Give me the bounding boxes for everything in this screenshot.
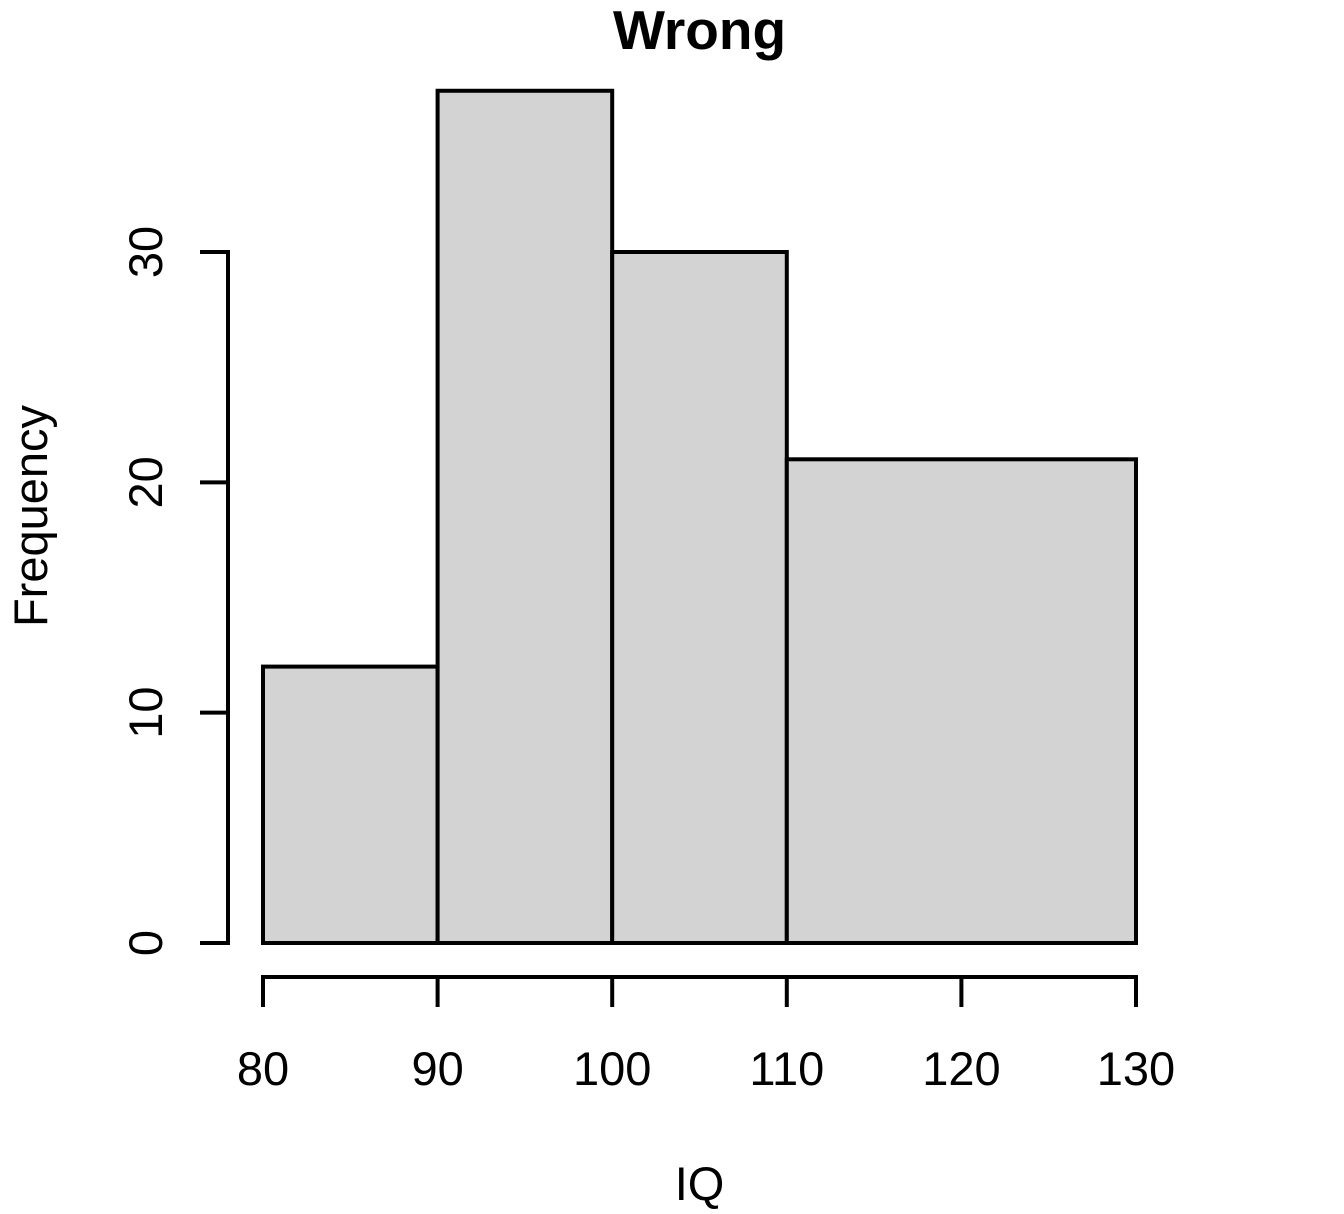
histogram-bar-90-100	[435, 88, 615, 946]
x-tick-label-130: 130	[1097, 1042, 1175, 1095]
x-tick-label-110: 110	[749, 1042, 824, 1095]
y-tick-label-30: 30	[119, 226, 172, 278]
x-tick-label-100: 100	[573, 1042, 651, 1095]
histogram-bar-100-110	[610, 250, 789, 945]
x-axis: 80 90 100 110 120 130	[237, 975, 1175, 1095]
chart-title: Wrong	[613, 0, 786, 61]
bars-layer	[261, 88, 1138, 946]
y-axis: 0 10 20 30	[119, 226, 230, 956]
histogram-bar-80-90	[261, 664, 440, 945]
y-tick-label-0: 0	[119, 930, 172, 956]
x-axis-label: IQ	[675, 1157, 725, 1209]
y-tick-label-20: 20	[119, 456, 172, 508]
x-tick-label-90: 90	[411, 1042, 463, 1095]
x-tick-label-80: 80	[237, 1042, 289, 1095]
y-tick-label-10: 10	[119, 687, 172, 739]
histogram-bar-110-130	[784, 457, 1138, 945]
y-axis-label: Frequency	[4, 404, 57, 627]
x-tick-label-120: 120	[922, 1042, 1000, 1095]
